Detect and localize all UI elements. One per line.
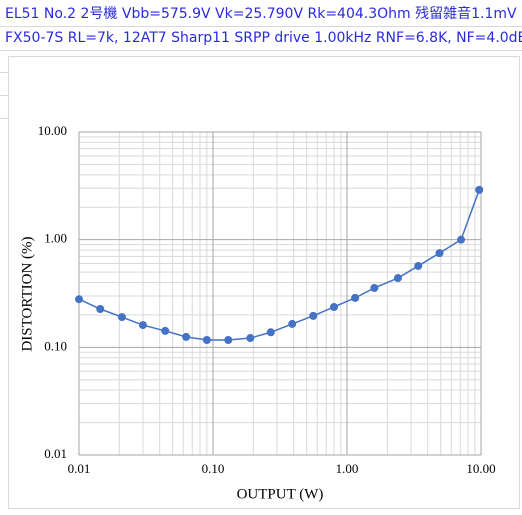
sheet-lines <box>0 26 522 119</box>
data-point <box>224 335 233 344</box>
data-point <box>393 274 402 283</box>
x-tick-label: 0.10 <box>202 461 225 476</box>
data-point <box>330 302 339 311</box>
data-point <box>161 326 170 335</box>
data-point <box>457 235 466 244</box>
y-tick-label: 10.00 <box>38 123 67 138</box>
data-point <box>182 332 191 341</box>
x-axis-label: OUTPUT (W) <box>237 486 324 502</box>
header-line: FX50-7S RL=7k, 12AT7 Sharp11 SRPP drive … <box>5 30 522 46</box>
data-point <box>117 313 126 322</box>
y-tick-label: 0.10 <box>44 338 67 353</box>
x-tick-label: 0.01 <box>68 461 91 476</box>
y-axis-label: DISTORTION (%) <box>19 236 35 351</box>
header-line: EL51 No.2 2号機 Vbb=575.9V Vk=25.790V Rk=4… <box>5 5 517 22</box>
x-tick-label: 1.00 <box>336 461 359 476</box>
data-point <box>246 334 255 343</box>
data-point <box>309 311 318 320</box>
data-point <box>351 293 360 302</box>
data-point <box>75 295 83 304</box>
data-point <box>288 319 297 328</box>
y-tick-label: 1.00 <box>44 231 67 246</box>
x-tick-label: 10.00 <box>466 461 495 476</box>
data-point <box>435 249 444 258</box>
data-point <box>96 305 105 314</box>
data-point <box>370 283 379 292</box>
data-point <box>266 328 275 337</box>
y-tick-label: 0.01 <box>44 446 67 461</box>
data-point <box>138 321 147 330</box>
data-point <box>475 185 484 194</box>
data-point <box>414 261 423 270</box>
data-point <box>202 335 211 344</box>
